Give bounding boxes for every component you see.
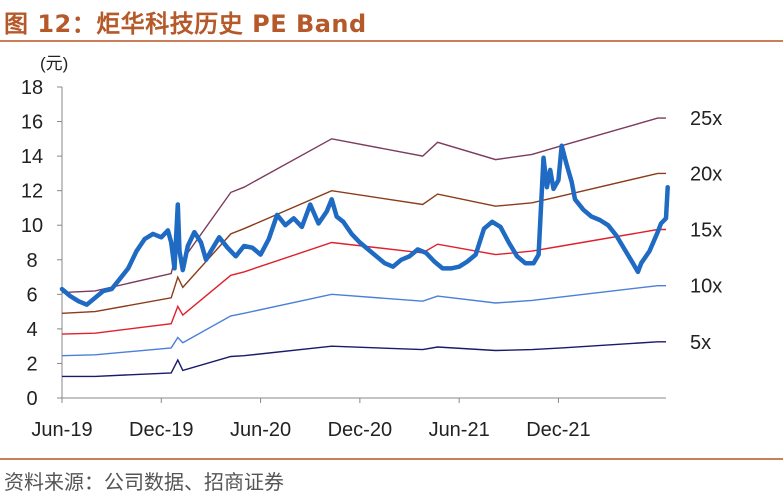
- x-tick-label: Dec-19: [129, 419, 193, 441]
- y-unit-label: (元): [40, 54, 68, 73]
- y-tick-label: 0: [26, 388, 37, 410]
- x-tick-label: Jun-20: [230, 419, 291, 441]
- y-tick-label: 14: [21, 146, 43, 168]
- y-tick-label: 10: [21, 215, 43, 237]
- band-label-25x: 25x: [690, 108, 722, 130]
- y-tick-label: 2: [26, 353, 37, 375]
- y-tick-label: 4: [26, 319, 37, 341]
- x-tick-label: Dec-20: [328, 419, 392, 441]
- band-label-10x: 10x: [690, 276, 722, 298]
- x-tick-label: Dec-21: [526, 419, 590, 441]
- pe-band-chart: (元) 0 2 4 6 8 10 12 14 16 18 Jun-19 Dec-19 Jun-20 Dec…: [21, 54, 722, 441]
- title-divider: [0, 40, 783, 42]
- y-tick-label: 16: [21, 112, 43, 134]
- price-line: [59, 143, 670, 307]
- axes: 0 2 4 6 8 10 12 14 16 18 Jun-19 Dec-19 Jun-20 Dec-20 J…: [21, 77, 666, 441]
- band-line-10x: [61, 285, 666, 357]
- band-label-20x: 20x: [690, 163, 722, 185]
- band-label-5x: 5x: [690, 332, 711, 354]
- y-tick-label: 12: [21, 181, 43, 203]
- source-note: 资料来源：公司数据、招商证券: [4, 470, 284, 494]
- y-tick-label: 6: [26, 284, 37, 306]
- band-line-15x: [61, 228, 666, 335]
- y-tick-label: 8: [26, 250, 37, 272]
- y-tick-label: 18: [21, 77, 43, 99]
- footer-divider: [0, 458, 783, 460]
- band-line-20x: [61, 172, 666, 314]
- price-series: [59, 143, 670, 307]
- band-label-15x: 15x: [690, 220, 722, 242]
- figure-title: 图 12：炬华科技历史 PE Band: [4, 10, 367, 38]
- band-line-25x: [61, 117, 666, 294]
- band-line-5x: [62, 341, 666, 378]
- x-tick-label: Jun-21: [429, 419, 490, 441]
- x-tick-label: Jun-19: [31, 419, 92, 441]
- band-labels: 25x 20x 15x 10x 5x: [690, 108, 722, 354]
